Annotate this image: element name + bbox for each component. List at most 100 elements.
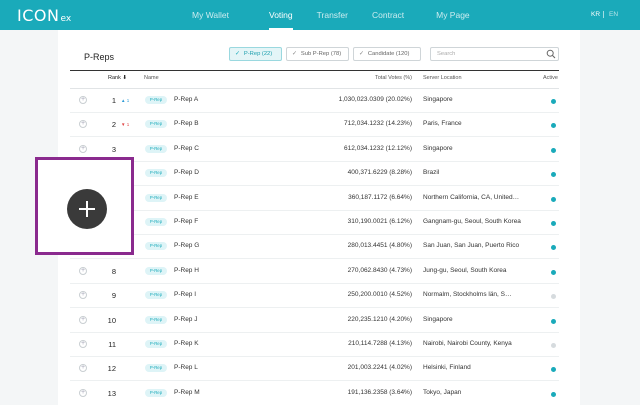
prep-name[interactable]: P-Rep M [174,388,200,396]
active-header: Active [543,75,558,81]
server-location: Singapore [423,315,453,323]
table-row[interactable]: +8 P-Rep P-Rep H 270,062.8430 (4.73%) Jung-g… [70,260,559,284]
table-row[interactable]: +2 ▼ 1 P-Rep P-Rep B 712,034.1232 (14.23%) Pa… [70,113,559,138]
table-row[interactable]: +9 P-Rep P-Rep I 250,200.0010 (4.52%) Normal… [70,284,559,309]
total-votes: 612,034.1232 (12.12%) [344,144,412,152]
server-location: Nairobi, Nairobi County, Kenya [423,340,512,347]
table-row[interactable]: +1 ▲ 1 P-Rep P-Rep A 1,030,023.0309 (20.02%)… [70,89,559,113]
server-location: Brazil [423,169,440,177]
rank-change: ▲ 1 [121,98,130,103]
prep-name[interactable]: P-Rep C [174,144,199,152]
prep-name[interactable]: P-Rep K [174,340,199,347]
active-status-dot [551,221,556,226]
server-location: Gangnam-gu, Seoul, South Korea [423,218,521,225]
prep-name[interactable]: P-Rep D [174,169,199,177]
prep-name[interactable]: P-Rep A [174,96,199,103]
add-vote-icon[interactable]: + [79,144,87,153]
active-status-dot [551,343,556,348]
prep-name[interactable]: P-Rep E [174,193,199,201]
nav-contract[interactable]: Contract [371,10,405,20]
table-row[interactable]: +12 P-Rep P-Rep L 201,003.2241 (4.02%) Helsi… [70,357,559,382]
server-location: Paris, France [423,120,462,128]
add-vote-icon[interactable]: + [79,315,87,324]
nav-voting[interactable]: Voting [269,0,293,30]
prep-name[interactable]: P-Rep L [174,364,198,372]
rank-cell: 10 [107,315,116,325]
active-status-dot [551,245,556,251]
table-row[interactable]: +10 P-Rep P-Rep J 220,235.1210 (4.20%) Singa… [70,309,559,333]
add-vote-icon[interactable]: + [79,388,87,397]
filter-sub-prep-label: Sub P-Rep (78) [300,51,342,57]
table-row[interactable]: +11 P-Rep P-Rep K 210,114.7288 (4.13%) Nairo… [70,333,559,357]
server-location: Jung-gu, Seoul, South Korea [423,266,507,274]
server-location: Northern California, CA, United… [423,193,520,201]
filter-sub-prep[interactable]: ✓ Sub P-Rep (78) [286,47,349,61]
check-icon: ✓ [359,51,364,57]
prep-name[interactable]: P-Rep J [174,315,198,323]
active-status-dot [551,123,556,129]
rank-cell: 8 [111,266,116,276]
prep-name[interactable]: P-Rep F [174,218,199,225]
filter-candidate-label: Candidate (120) [367,51,410,57]
prep-name[interactable]: P-Rep G [174,242,200,250]
table-row[interactable]: +3 P-Rep P-Rep C 612,034.1232 (12.12%) Singa… [70,138,559,162]
location-header: Server Location [423,75,462,81]
table-top-rule [70,70,559,71]
logo-suffix: ex [60,14,72,24]
lang-divider [603,11,604,18]
add-icon[interactable] [67,189,107,229]
prep-name[interactable]: P-Rep H [174,266,199,274]
server-location: Normalm, Stockholms län, S… [423,291,512,299]
logo-main: ICON [17,6,60,25]
add-vote-icon[interactable]: + [79,96,87,104]
grade-badge: P-Rep [145,340,167,348]
search-input[interactable] [431,48,547,60]
total-votes: 400,371.6229 (8.28%) [347,169,412,177]
lang-kr[interactable]: KR [591,11,601,18]
rank-cell: 2 [111,120,116,130]
app-logo[interactable]: ICONex [17,6,71,25]
total-votes: 220,235.1210 (4.20%) [347,315,412,323]
filter-prep[interactable]: ✓ P-Rep (22) [229,47,282,61]
nav-my-wallet[interactable]: My Wallet [192,10,229,20]
grade-badge: P-Rep [145,120,167,129]
filter-candidate[interactable]: ✓ Candidate (120) [353,47,421,61]
grade-badge: P-Rep [145,315,167,324]
grade-badge: P-Rep [145,96,167,104]
rank-header[interactable]: Rank ⬇ [108,75,127,81]
rank-cell: 9 [111,291,116,301]
prep-name[interactable]: P-Rep I [174,291,197,299]
add-vote-icon[interactable]: + [79,340,87,348]
add-vote-icon[interactable]: + [79,364,87,373]
nav-transfer[interactable]: Transfer [316,10,348,20]
server-location: Helsinki, Finland [423,364,471,372]
preps-panel: P-Reps ✓ P-Rep (22) ✓ Sub P-Rep (78) ✓ Cand… [58,30,580,405]
filter-prep-label: P-Rep (22) [243,51,273,57]
total-votes: 210,114.7288 (4.13%) [348,340,412,347]
active-status-dot [551,391,556,397]
total-votes: 270,062.8430 (4.73%) [347,266,412,274]
add-vote-icon[interactable]: + [79,266,87,275]
add-vote-icon[interactable]: + [79,291,87,300]
search-icon[interactable] [546,49,556,59]
main-nav: My Wallet Voting Transfer Contract My Page [170,0,470,30]
server-location: Tokyo, Japan [423,388,462,396]
table-row[interactable]: +13 P-Rep P-Rep M 191,136.2358 (3.64%) Tokyo… [70,382,559,405]
total-votes: 250,200.0010 (4.52%) [347,291,412,299]
active-status-dot [551,196,556,202]
lang-en[interactable]: EN [609,11,619,18]
top-nav-bar: ICONex My Wallet Voting Transfer Contract My… [0,0,640,30]
nav-my-page[interactable]: My Page [436,10,470,20]
add-vote-icon[interactable]: + [79,120,87,129]
active-status-dot [551,318,556,324]
search-box [430,47,559,61]
add-highlight-box [35,157,134,255]
prep-name[interactable]: P-Rep B [174,120,199,128]
total-votes: 201,003.2241 (4.02%) [347,364,412,372]
active-status-dot [551,294,556,300]
rank-cell: 13 [107,388,116,398]
